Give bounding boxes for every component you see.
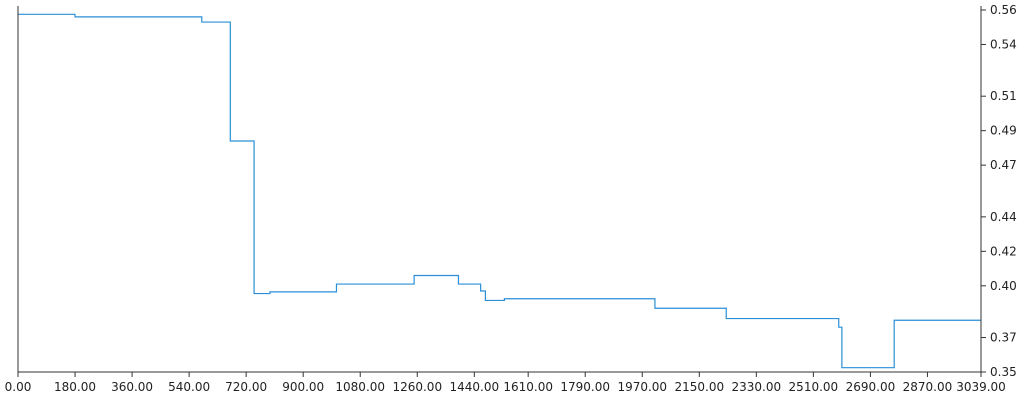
x-tick-label: 180.00 — [54, 380, 96, 394]
x-tick-label: 2870.00 — [903, 380, 953, 394]
x-tick-label: 1790.00 — [560, 380, 610, 394]
x-tick-label: 2150.00 — [674, 380, 724, 394]
y-tick-label: 0.40 — [990, 279, 1017, 293]
x-tick-label: 2510.00 — [789, 380, 839, 394]
x-tick-label: 360.00 — [111, 380, 153, 394]
y-tick-label: 0.42 — [990, 244, 1017, 258]
x-tick-label: 2690.00 — [846, 380, 896, 394]
y-tick-label: 0.37 — [990, 331, 1017, 345]
x-tick-label: 720.00 — [225, 380, 267, 394]
series-line — [18, 13, 981, 369]
y-tick-label: 0.49 — [990, 124, 1017, 138]
y-tick-label: 0.56 — [990, 3, 1017, 17]
x-tick-label: 1970.00 — [617, 380, 667, 394]
y-axis: 0.35 0.37 0.40 0.42 0.44 0.47 0.49 0.51 0.54 0.56 — [980, 3, 1017, 379]
x-tick-label: 3039.00 — [956, 380, 1006, 394]
plot-area — [18, 13, 981, 369]
x-tick-label: 1260.00 — [392, 380, 442, 394]
y-tick-label: 0.47 — [990, 158, 1017, 172]
x-tick-label: 1440.00 — [449, 380, 499, 394]
y-tick-label: 0.54 — [990, 37, 1017, 51]
x-tick-label: 1080.00 — [335, 380, 385, 394]
x-tick-label: 2330.00 — [732, 380, 782, 394]
x-tick-label: 540.00 — [168, 380, 210, 394]
y-tick-label: 0.51 — [990, 89, 1017, 103]
x-axis: 0.00 180.00 360.00 540.00 720.00 900.00 1080.0… — [5, 6, 1006, 394]
y-tick-label: 0.35 — [990, 365, 1017, 379]
x-tick-label: 1610.00 — [503, 380, 553, 394]
x-tick-label: 900.00 — [282, 380, 324, 394]
x-tick-label: 0.00 — [5, 380, 32, 394]
y-tick-label: 0.44 — [990, 210, 1017, 224]
